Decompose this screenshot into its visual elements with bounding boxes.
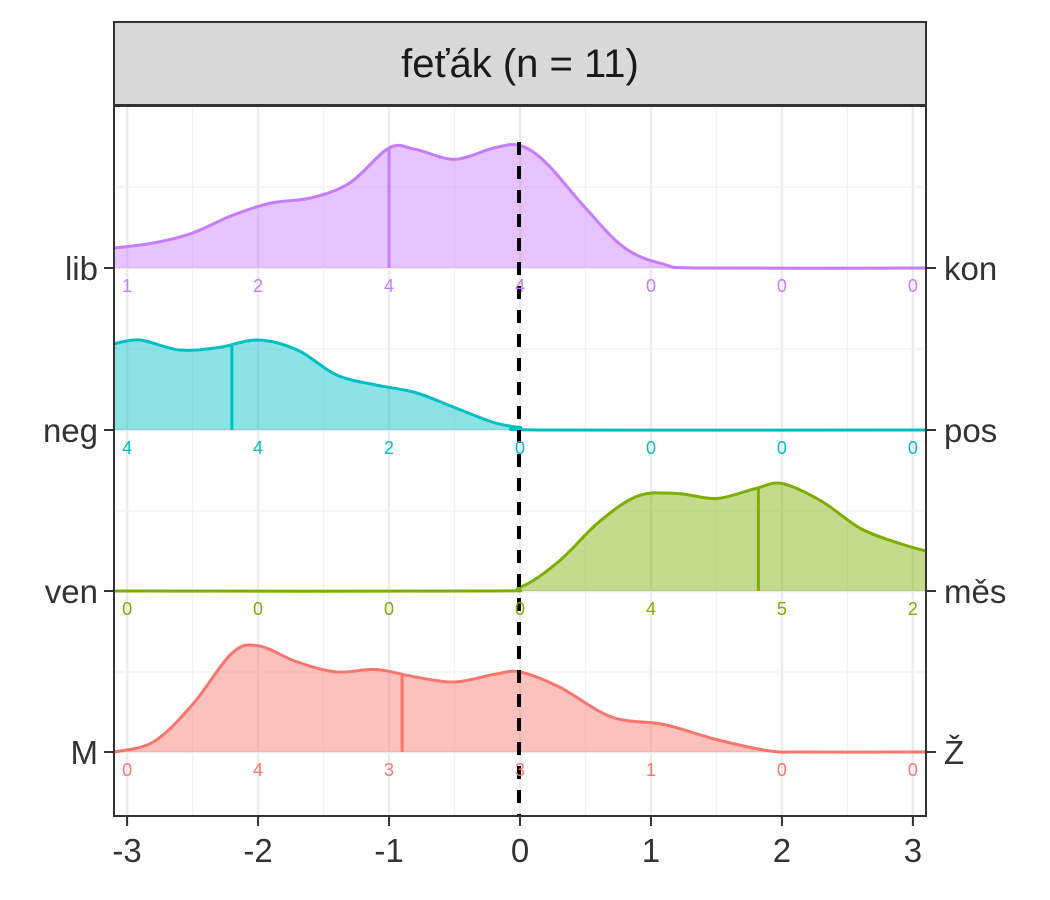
count-label: 0 [122,599,132,619]
x-tick-label: 1 [642,832,660,869]
x-tick-label: 0 [511,832,529,869]
ridge-line-neg [113,338,927,432]
chart-title: feťák (n = 11) [401,42,639,86]
count-label: 2 [908,599,918,619]
count-label: 4 [646,599,656,619]
x-tick-label: 2 [773,832,791,869]
y-left-label-ven: ven [45,573,98,610]
ridge-line-lib [113,143,927,270]
count-label: 3 [384,760,394,780]
count-label: 1 [646,760,656,780]
count-label: 4 [253,760,263,780]
count-label: 0 [908,276,918,296]
ridge-line-M [113,643,927,754]
count-layer: 1 2 4 4 0 0 0 4 4 2 0 0 0 0 0 0 0 0 4 5 2 0 4 3 3 1 0 0 [122,276,918,780]
count-label: 0 [253,599,263,619]
count-label: 5 [777,599,787,619]
count-label: 1 [122,276,132,296]
y-right-label-Ž: Ž [944,734,964,771]
count-label: 2 [384,438,394,458]
count-label: 0 [384,599,394,619]
y-left-label-neg: neg [43,412,98,449]
count-label: 0 [515,599,525,619]
ridge-area-lib [114,144,926,269]
count-label: 0 [122,760,132,780]
count-label: 3 [515,760,525,780]
count-label: 0 [646,438,656,458]
y-left-label-lib: lib [65,250,98,287]
count-label: 0 [777,760,787,780]
count-label: 4 [122,438,132,458]
count-label: 0 [908,438,918,458]
count-label: 0 [777,438,787,458]
x-tick-label: -2 [243,832,272,869]
y-left-label-M: M [71,734,99,771]
count-label: 0 [646,276,656,296]
count-label: 0 [777,276,787,296]
count-label: 4 [515,276,525,296]
count-label: 0 [908,760,918,780]
count-label: 4 [384,276,394,296]
x-tick-label: -3 [112,832,141,869]
y-right-label-pos: pos [944,412,997,449]
ridge-line-ven [113,481,927,593]
x-tick-label: -1 [374,832,403,869]
y-right-label-měs: měs [944,573,1006,610]
ridge-area-neg [114,339,926,431]
strip-background [113,21,927,106]
count-label: 0 [515,438,525,458]
ridge-area-ven [114,482,926,592]
count-label: 4 [253,438,263,458]
x-tick-label: 3 [904,832,922,869]
count-label: 2 [253,276,263,296]
y-right-label-kon: kon [944,250,997,287]
axis-layer: lib kon neg pos ven měs M Ž -3 -2 -1 0 1 2 3 [43,250,1006,869]
